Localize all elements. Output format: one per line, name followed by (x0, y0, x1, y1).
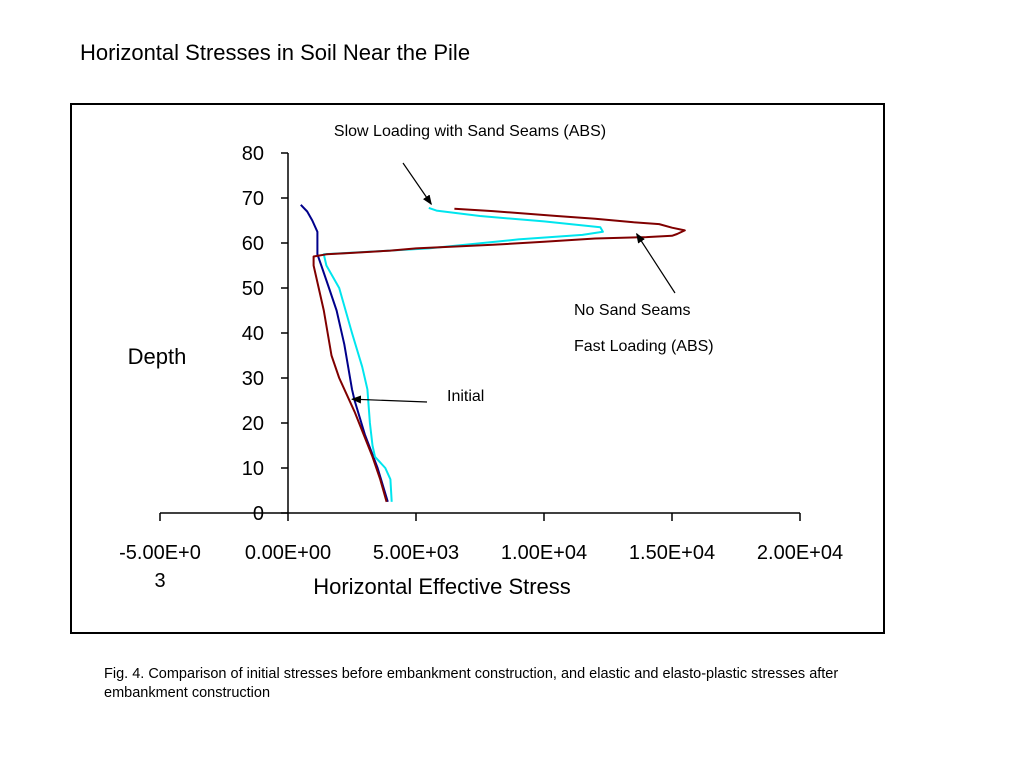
annotation-arrow-slow-loading (402, 162, 432, 206)
x-tick-label: 0.00E+00 (245, 542, 331, 564)
y-tick-label: 40 (242, 323, 264, 345)
y-tick-label: 70 (242, 188, 264, 210)
y-tick-label: 50 (242, 278, 264, 300)
chart-svg: -5.00E+0 3 0.00E+00 5.00E+03 1.00E+04 1.50E+0… (119, 123, 843, 599)
page-title: Horizontal Stresses in Soil Near the Pil… (80, 40, 471, 65)
y-tick-label: 30 (242, 368, 264, 390)
y-axis-label: Depth (128, 344, 187, 369)
x-tick-label: 2.00E+04 (757, 542, 843, 564)
series-line-1 (300, 204, 389, 503)
y-tick-label: 10 (242, 458, 264, 480)
x-tick-label: 5.00E+03 (373, 542, 459, 564)
annotation-arrow-initial (351, 395, 428, 404)
annotation-fast-loading: Fast Loading (ABS) (574, 338, 714, 355)
annotation-no-sand-seams: No Sand Seams (574, 302, 691, 319)
x-tick-label: 1.50E+04 (629, 542, 715, 564)
series-line-2 (322, 206, 604, 502)
chart-series-layer (300, 204, 686, 503)
annotation-arrow-no-sand-seams (636, 232, 676, 294)
y-tick-label: 0 (253, 503, 264, 525)
series-line-3 (312, 207, 686, 503)
x-axis-label: Horizontal Effective Stress (313, 574, 571, 599)
x-tick-label: 1.00E+04 (501, 542, 587, 564)
y-tick-label: 60 (242, 233, 264, 255)
x-tick-label: -5.00E+0 3 (119, 542, 201, 592)
chart-frame: -5.00E+0 3 0.00E+00 5.00E+03 1.00E+04 1.50E+0… (70, 103, 885, 634)
annotation-slow-loading: Slow Loading with Sand Seams (ABS) (334, 123, 606, 140)
annotation-initial: Initial (447, 388, 484, 405)
y-tick-label: 20 (242, 413, 264, 435)
chart-annotations: Slow Loading with Sand Seams (ABS) No San… (334, 123, 714, 405)
chart-axes: -5.00E+0 3 0.00E+00 5.00E+03 1.00E+04 1.50E+0… (119, 143, 843, 599)
y-tick-label: 80 (242, 143, 264, 165)
figure-caption: Fig. 4. Comparison of initial stresses b… (104, 666, 839, 701)
